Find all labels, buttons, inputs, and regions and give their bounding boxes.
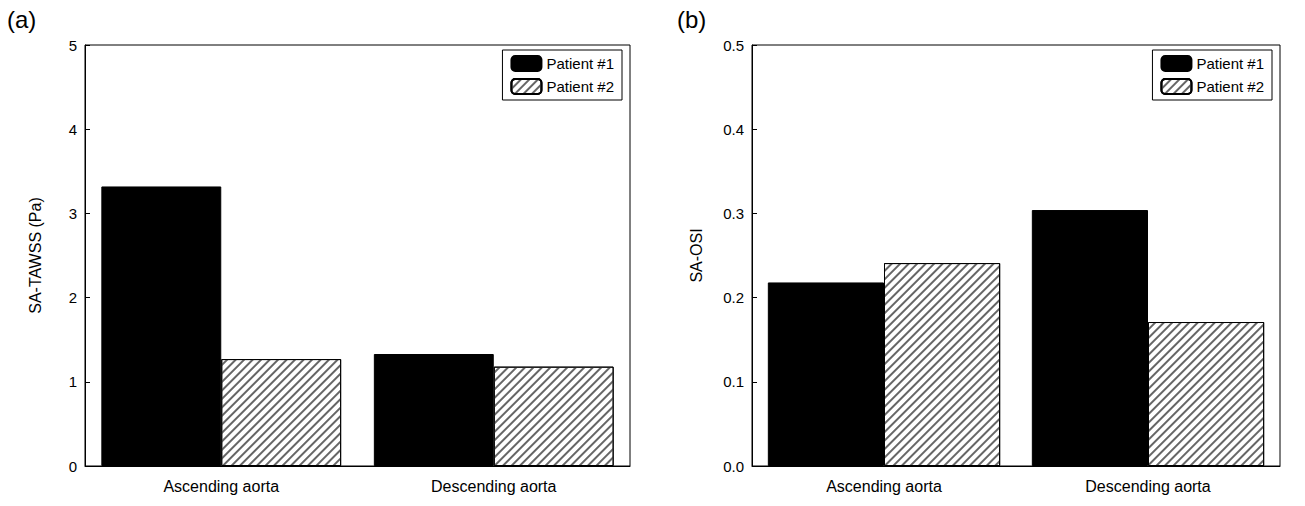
svg-text:0.1: 0.1 (723, 373, 744, 390)
svg-text:5: 5 (69, 37, 77, 54)
svg-text:0.3: 0.3 (723, 205, 744, 222)
svg-text:1: 1 (69, 373, 77, 390)
svg-text:4: 4 (69, 121, 77, 138)
svg-text:0.0: 0.0 (723, 458, 744, 475)
svg-text:0.5: 0.5 (723, 37, 744, 54)
svg-text:SA-OSI: SA-OSI (688, 228, 705, 282)
svg-text:Patient #1: Patient #1 (546, 55, 614, 72)
svg-text:SA-TAWSS (Pa): SA-TAWSS (Pa) (27, 197, 44, 313)
svg-text:Patient #2: Patient #2 (546, 78, 614, 95)
svg-text:Descending aorta: Descending aorta (431, 478, 557, 495)
svg-text:Ascending aorta: Ascending aorta (826, 478, 942, 495)
svg-text:Patient #1: Patient #1 (1196, 55, 1264, 72)
svg-text:0: 0 (69, 458, 77, 475)
svg-text:(b): (b) (677, 6, 706, 33)
svg-text:Descending aorta: Descending aorta (1085, 478, 1211, 495)
svg-text:3: 3 (69, 205, 77, 222)
svg-text:Patient #2: Patient #2 (1196, 78, 1264, 95)
svg-text:2: 2 (69, 289, 77, 306)
svg-text:(a): (a) (7, 6, 36, 33)
svg-text:0.4: 0.4 (723, 121, 744, 138)
svg-text:Ascending aorta: Ascending aorta (163, 478, 279, 495)
svg-text:0.2: 0.2 (723, 289, 744, 306)
